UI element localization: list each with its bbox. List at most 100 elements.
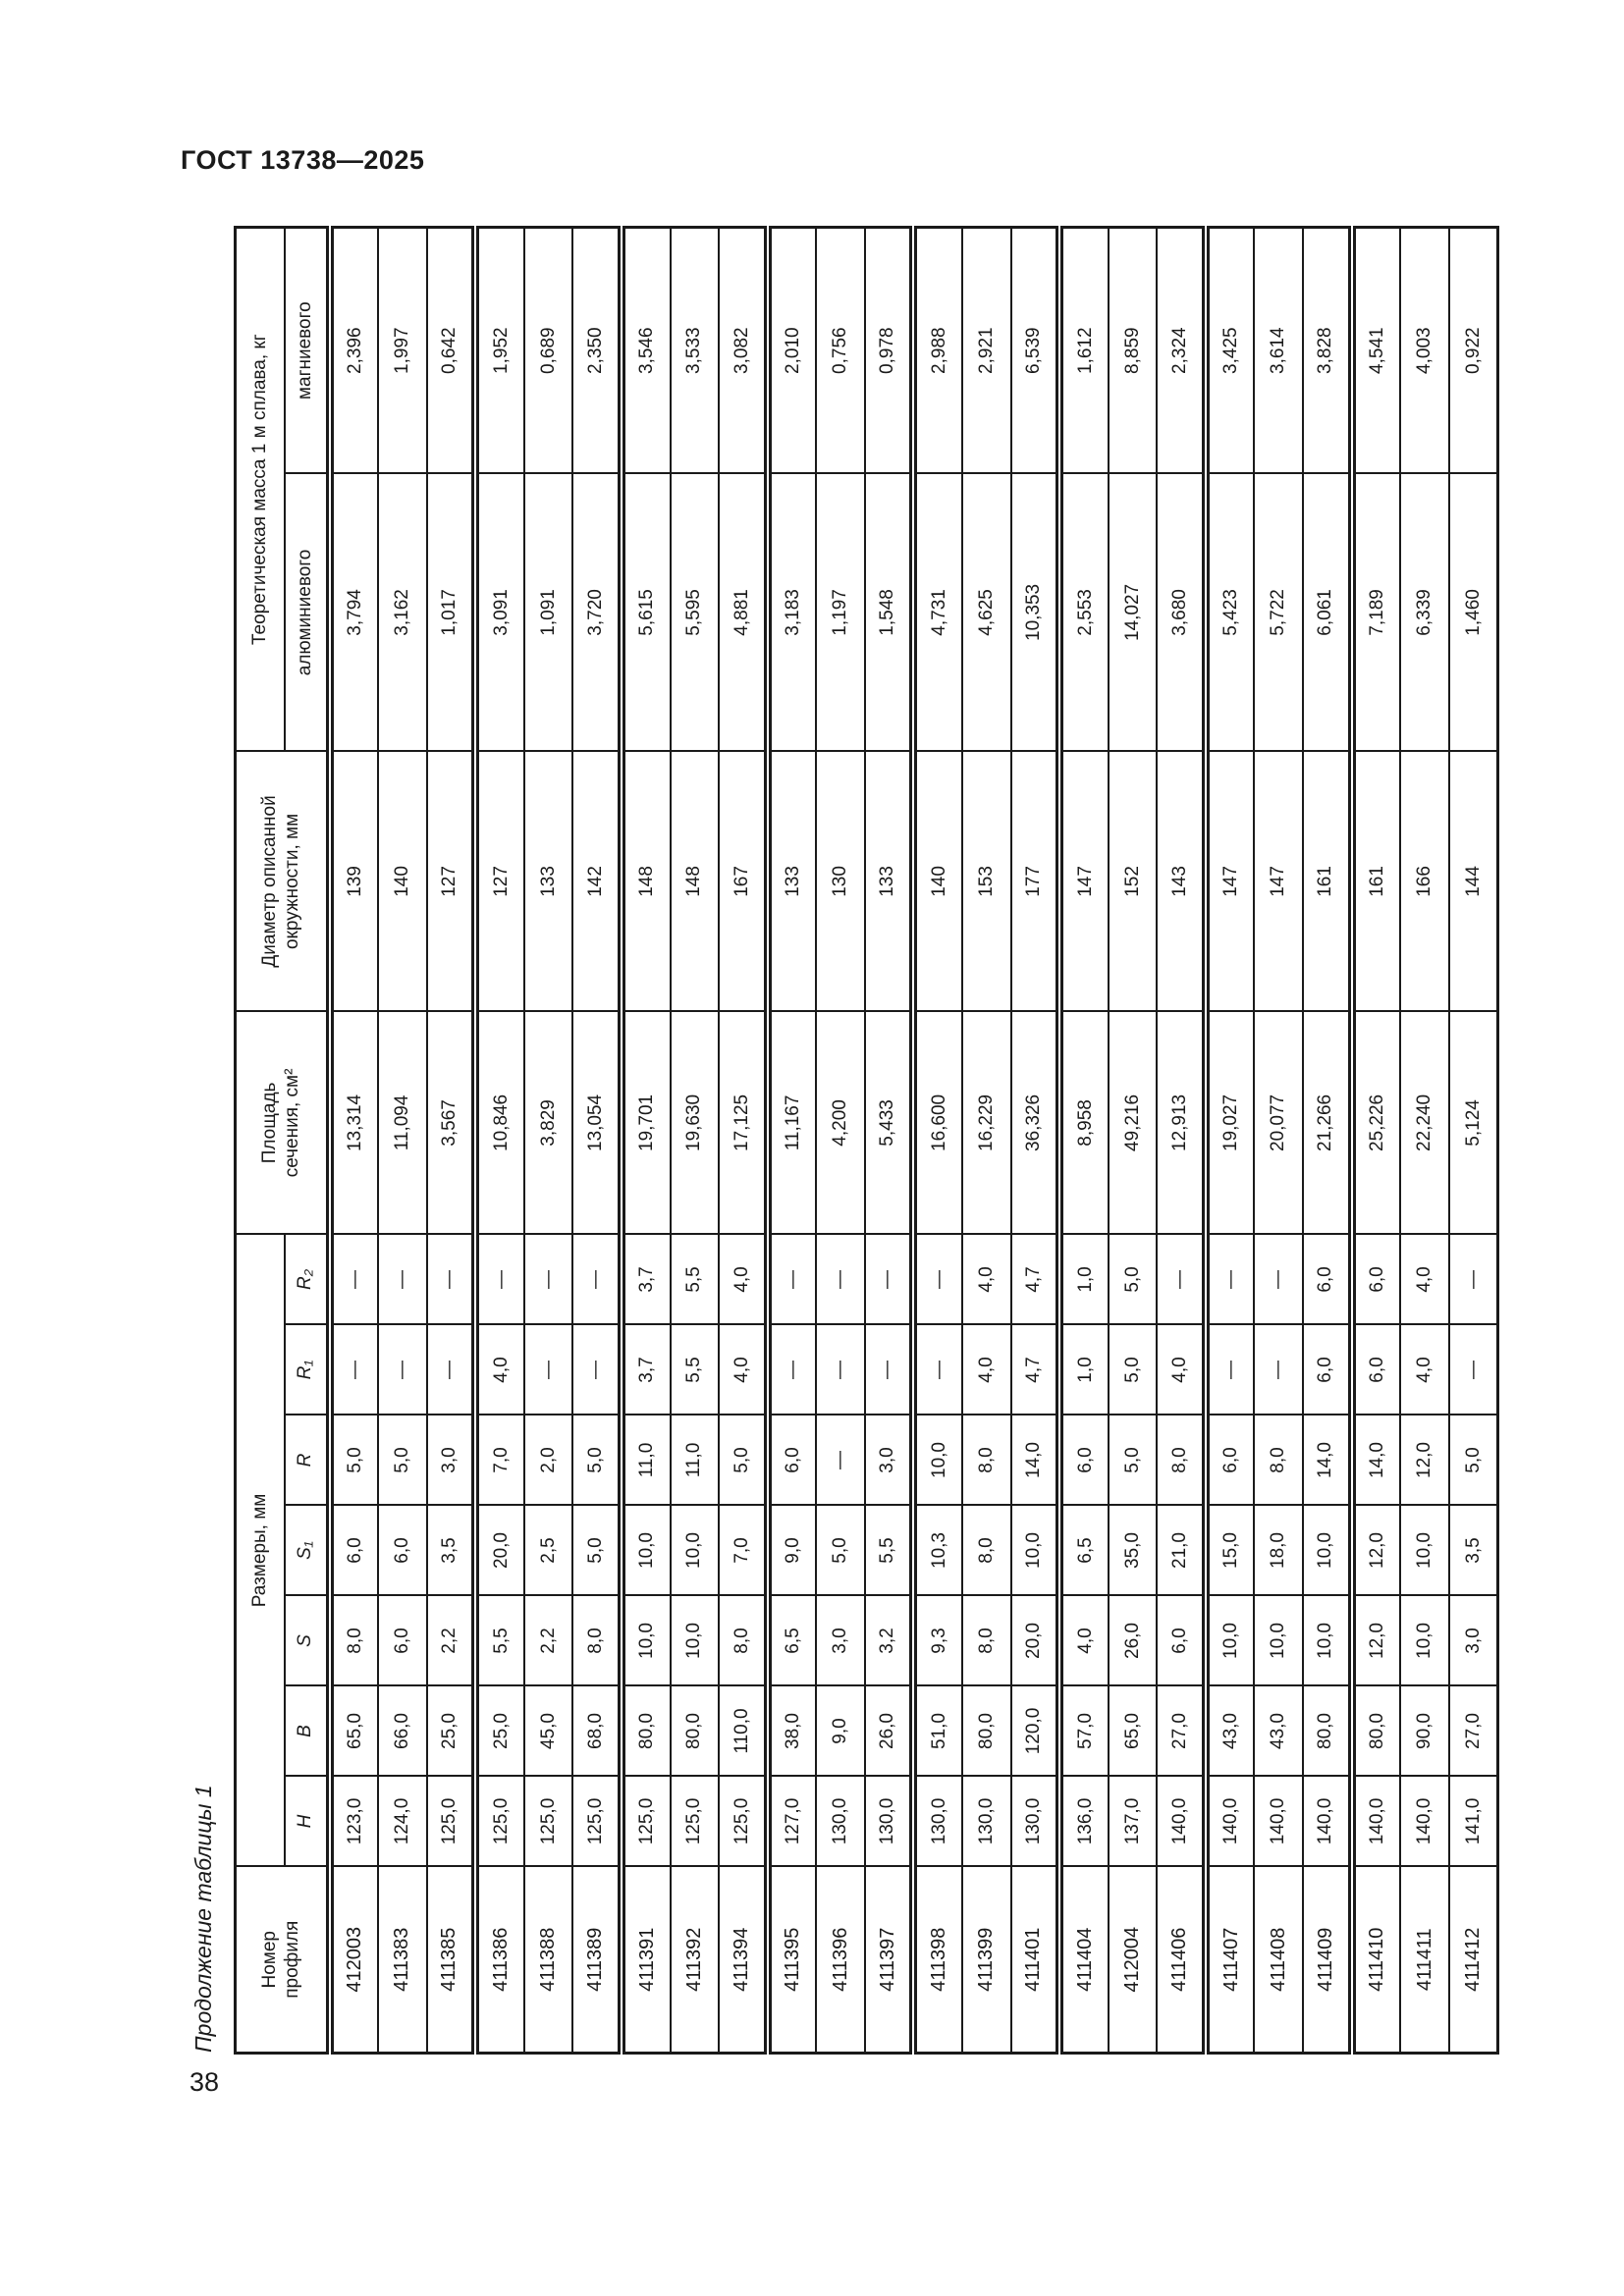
cell-R: 8,0 <box>962 1415 1011 1506</box>
cell-H: 124,0 <box>378 1776 427 1867</box>
cell-R: 6,0 <box>767 1415 817 1506</box>
cell-mass_mg: 2,988 <box>913 227 963 474</box>
cell-S: 9,3 <box>913 1595 963 1686</box>
cell-S1: 15,0 <box>1205 1505 1255 1596</box>
cell-num: 411396 <box>816 1866 865 2054</box>
cell-R2: 6,0 <box>1351 1234 1401 1325</box>
table-row-411383: 411383 124,0 66,0 6,0 6,0 5,0— —11,094 140 3,162… <box>378 227 427 2054</box>
cell-mass_mg: 4,003 <box>1400 227 1449 474</box>
cell-mass_al: 3,794 <box>329 473 379 752</box>
cell-S1: 5,0 <box>572 1505 622 1596</box>
cell-B: 43,0 <box>1205 1685 1255 1777</box>
cell-S1: 12,0 <box>1351 1505 1401 1596</box>
cell-H: 140,0 <box>1205 1776 1255 1867</box>
cell-S1: 35,0 <box>1108 1505 1158 1596</box>
profiles-table: Номер профиля Размеры, мм Площадь сечени… <box>234 225 1499 2055</box>
cell-mass_al: 5,722 <box>1254 473 1304 752</box>
cell-R1: 4,0 <box>962 1324 1011 1415</box>
col-header-B: B <box>284 1685 330 1777</box>
col-header-theoretical-mass: Теоретическая масса 1 м сплава, кг <box>235 227 285 752</box>
cell-mass_al: 14,027 <box>1108 473 1158 752</box>
cell-B: 57,0 <box>1059 1685 1109 1777</box>
cell-R1: — <box>816 1324 865 1415</box>
cell-diameter: 127 <box>426 751 476 1012</box>
cell-num: 411398 <box>913 1866 963 2054</box>
cell-mass_mg: 1,612 <box>1059 227 1109 474</box>
cell-num: 411394 <box>719 1866 768 2054</box>
cell-B: 25,0 <box>475 1685 524 1777</box>
cell-S: 3,0 <box>816 1595 865 1686</box>
cell-R2: 5,5 <box>670 1234 720 1325</box>
cell-S: 10,0 <box>621 1595 671 1686</box>
cell-mass_mg: 1,952 <box>475 227 524 474</box>
cell-H: 125,0 <box>719 1776 768 1867</box>
cell-mass_al: 1,017 <box>426 473 476 752</box>
table-row-411395: 411395 127,0 38,0 6,5 9,0 6,0— —11,167 133 3,183… <box>767 227 817 2054</box>
cell-diameter: 147 <box>1059 751 1109 1012</box>
cell-S1: 9,0 <box>767 1505 817 1596</box>
cell-R: 8,0 <box>1157 1415 1206 1506</box>
cell-S: 5,5 <box>475 1595 524 1686</box>
cell-S1: 10,0 <box>670 1505 720 1596</box>
rotated-table-block: Продолжение таблицы 1 Номер профиля Разм… <box>189 225 1499 2055</box>
table-row-411389: 411389 125,0 68,0 8,0 5,0 5,0— —13,054 142 3,720… <box>572 227 622 2054</box>
cell-S: 8,0 <box>719 1595 768 1686</box>
cell-S1: 10,0 <box>1400 1505 1449 1596</box>
cell-num: 411399 <box>962 1866 1011 2054</box>
cell-H: 136,0 <box>1059 1776 1109 1867</box>
cell-B: 27,0 <box>1157 1685 1206 1777</box>
cell-num: 412003 <box>329 1866 379 2054</box>
cell-R2: — <box>1448 1234 1498 1325</box>
cell-num: 411397 <box>864 1866 914 2054</box>
cell-S1: 10,3 <box>913 1505 963 1596</box>
table-row-411388: 411388 125,0 45,0 2,2 2,5 2,0— —3,829 133 1,091 0… <box>523 227 573 2054</box>
cell-R1: — <box>864 1324 914 1415</box>
cell-area: 4,200 <box>816 1011 865 1235</box>
table-row-411410: 411410 140,0 80,0 12,0 12,0 14,0 6,0 6,0 25,226 1… <box>1351 227 1401 2054</box>
cell-S1: 10,0 <box>1303 1505 1352 1596</box>
cell-mass_mg: 2,921 <box>962 227 1011 474</box>
cell-diameter: 144 <box>1448 751 1498 1012</box>
table-row-411397: 411397 130,0 26,0 3,2 5,5 3,0— —5,433 133 1,548 0… <box>864 227 914 2054</box>
cell-diameter: 142 <box>572 751 622 1012</box>
cell-mass_al: 3,720 <box>572 473 622 752</box>
cell-area: 16,229 <box>962 1011 1011 1235</box>
cell-R2: — <box>426 1234 476 1325</box>
cell-R: 3,0 <box>864 1415 914 1506</box>
table-row-411394: 411394 125,0 110,0 8,0 7,0 5,0 4,0 4,0 17,125 167… <box>719 227 768 2054</box>
cell-R: 3,0 <box>426 1415 476 1506</box>
cell-mass_al: 1,460 <box>1448 473 1498 752</box>
cell-R2: — <box>767 1234 817 1325</box>
cell-R1: — <box>426 1324 476 1415</box>
cell-mass_al: 3,162 <box>378 473 427 752</box>
cell-B: 38,0 <box>767 1685 817 1777</box>
cell-S: 10,0 <box>670 1595 720 1686</box>
cell-R1: 6,0 <box>1351 1324 1401 1415</box>
cell-H: 130,0 <box>913 1776 963 1867</box>
profiles-table-body: 412003 123,0 65,0 8,0 6,0 5,0— —13,314 139 3,794… <box>329 227 1498 2054</box>
cell-R1: — <box>767 1324 817 1415</box>
cell-B: 80,0 <box>1303 1685 1352 1777</box>
col-header-circumscribed-diameter: Диаметр описанной окружности, мм <box>235 751 330 1012</box>
cell-R1: — <box>1254 1324 1304 1415</box>
cell-R2: — <box>913 1234 963 1325</box>
cell-area: 11,094 <box>378 1011 427 1235</box>
table-row-411386: 411386 125,0 25,0 5,5 20,0 7,0 4,0—10,846 127 3,… <box>475 227 524 2054</box>
cell-R: 5,0 <box>329 1415 379 1506</box>
cell-area: 13,314 <box>329 1011 379 1235</box>
cell-diameter: 140 <box>378 751 427 1012</box>
cell-B: 25,0 <box>426 1685 476 1777</box>
cell-S1: 10,0 <box>621 1505 671 1596</box>
cell-S: 6,0 <box>378 1595 427 1686</box>
table-row-412003: 412003 123,0 65,0 8,0 6,0 5,0— —13,314 139 3,794… <box>329 227 379 2054</box>
cell-mass_mg: 8,859 <box>1108 227 1158 474</box>
cell-mass_mg: 6,539 <box>1010 227 1060 474</box>
cell-S: 3,0 <box>1448 1595 1498 1686</box>
cell-H: 125,0 <box>572 1776 622 1867</box>
cell-mass_al: 5,615 <box>621 473 671 752</box>
cell-S: 20,0 <box>1010 1595 1060 1686</box>
table-row-411407: 411407 140,0 43,0 10,0 15,0 6,0— —19,027 147 5,4… <box>1205 227 1255 2054</box>
cell-R1: — <box>1448 1324 1498 1415</box>
cell-H: 125,0 <box>475 1776 524 1867</box>
